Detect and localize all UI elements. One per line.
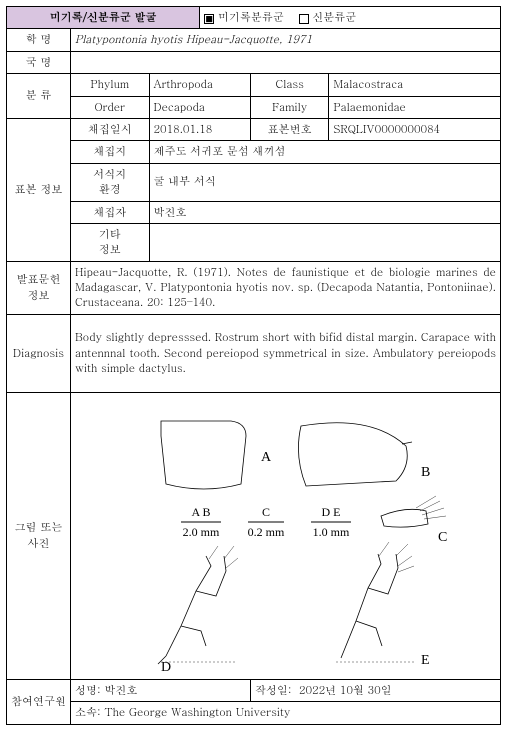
label-locality: 채집지 <box>71 141 150 163</box>
value-korname <box>71 51 501 73</box>
label-order: Order <box>71 96 150 118</box>
value-order: Decapoda <box>149 96 250 118</box>
record-table: 미기록/신분류군 발굴 미기록분류군 신분류군 학 명 Platypontoni… <box>6 6 501 725</box>
scale-ab-val: 2.0 mm <box>182 525 219 539</box>
scale-de-val: 1.0 mm <box>312 525 349 539</box>
label-researcher: 참여연구원 <box>7 679 71 724</box>
label-sciname: 학 명 <box>7 29 71 51</box>
svg-text:C: C <box>438 530 447 545</box>
label-phylum: Phylum <box>71 74 150 96</box>
affil-label: 소속: <box>75 705 101 720</box>
label-specimen: 표본 정보 <box>7 118 71 261</box>
specimen-figure: A B C A B <box>106 396 466 676</box>
name-label: 성명: <box>75 683 101 698</box>
label-diagnosis: Diagnosis <box>7 314 71 392</box>
svg-text:B: B <box>421 465 430 480</box>
researcher-affil: The George Washington University <box>104 705 290 720</box>
header-options: 미기록분류군 신분류군 <box>200 7 501 29</box>
checkbox-unrecorded <box>204 14 214 24</box>
value-family: Palaemonidae <box>329 96 501 118</box>
opt2-label: 신분류군 <box>312 10 356 25</box>
value-collector: 박진호 <box>149 201 501 223</box>
scale-de-label: D E <box>321 505 340 519</box>
label-family: Family <box>250 96 329 118</box>
researcher-date-cell: 작성일: 2022년 10월 30일 <box>250 679 500 701</box>
svg-text:A: A <box>261 450 272 465</box>
value-sciname: Platypontonia hyotis Hipeau-Jacquotte, 1… <box>71 29 501 51</box>
scale-c-val: 0.2 mm <box>247 525 284 539</box>
label-pub: 발표문헌 정보 <box>7 261 71 314</box>
label-colldate: 채집일시 <box>71 118 150 140</box>
value-class: Malacostraca <box>329 74 501 96</box>
label-collector: 채집자 <box>71 201 150 223</box>
value-locality: 제주도 서귀포 문섬 새끼섬 <box>149 141 501 163</box>
checkbox-newtaxon <box>299 14 309 24</box>
value-colldate: 2018.01.18 <box>149 118 250 140</box>
scale-ab-label: A B <box>191 505 210 519</box>
label-classify: 분 류 <box>7 74 71 119</box>
value-etc <box>149 223 501 261</box>
figure-cell: A B C A B <box>71 392 501 679</box>
opt1-label: 미기록분류군 <box>218 10 284 25</box>
researcher-name: 박진호 <box>104 683 137 698</box>
label-specno: 표본번호 <box>250 118 329 140</box>
label-korname: 국 명 <box>7 51 71 73</box>
researcher-name-cell: 성명: 박진호 <box>71 679 251 701</box>
value-habitat: 굴 내부 서식 <box>149 163 501 201</box>
researcher-date: 2022년 10월 30일 <box>299 683 392 698</box>
label-class: Class <box>250 74 329 96</box>
label-figure: 그림 또는 사진 <box>7 392 71 679</box>
date-label: 작성일: <box>255 683 292 698</box>
researcher-affil-cell: 소속: The George Washington University <box>71 702 501 724</box>
value-phylum: Arthropoda <box>149 74 250 96</box>
scale-c-label: C <box>261 505 269 519</box>
header-title: 미기록/신분류군 발굴 <box>7 7 200 29</box>
value-pub: Hipeau-Jacquotte, R. (1971). Notes de fa… <box>71 261 501 314</box>
svg-text:E: E <box>421 653 430 668</box>
value-diagnosis: Body slightly depresssed. Rostrum short … <box>71 314 501 392</box>
label-etc: 기타 정보 <box>71 223 150 261</box>
svg-text:D: D <box>161 660 171 675</box>
label-habitat: 서식지 환경 <box>71 163 150 201</box>
value-specno: SRQLIV0000000084 <box>329 118 501 140</box>
